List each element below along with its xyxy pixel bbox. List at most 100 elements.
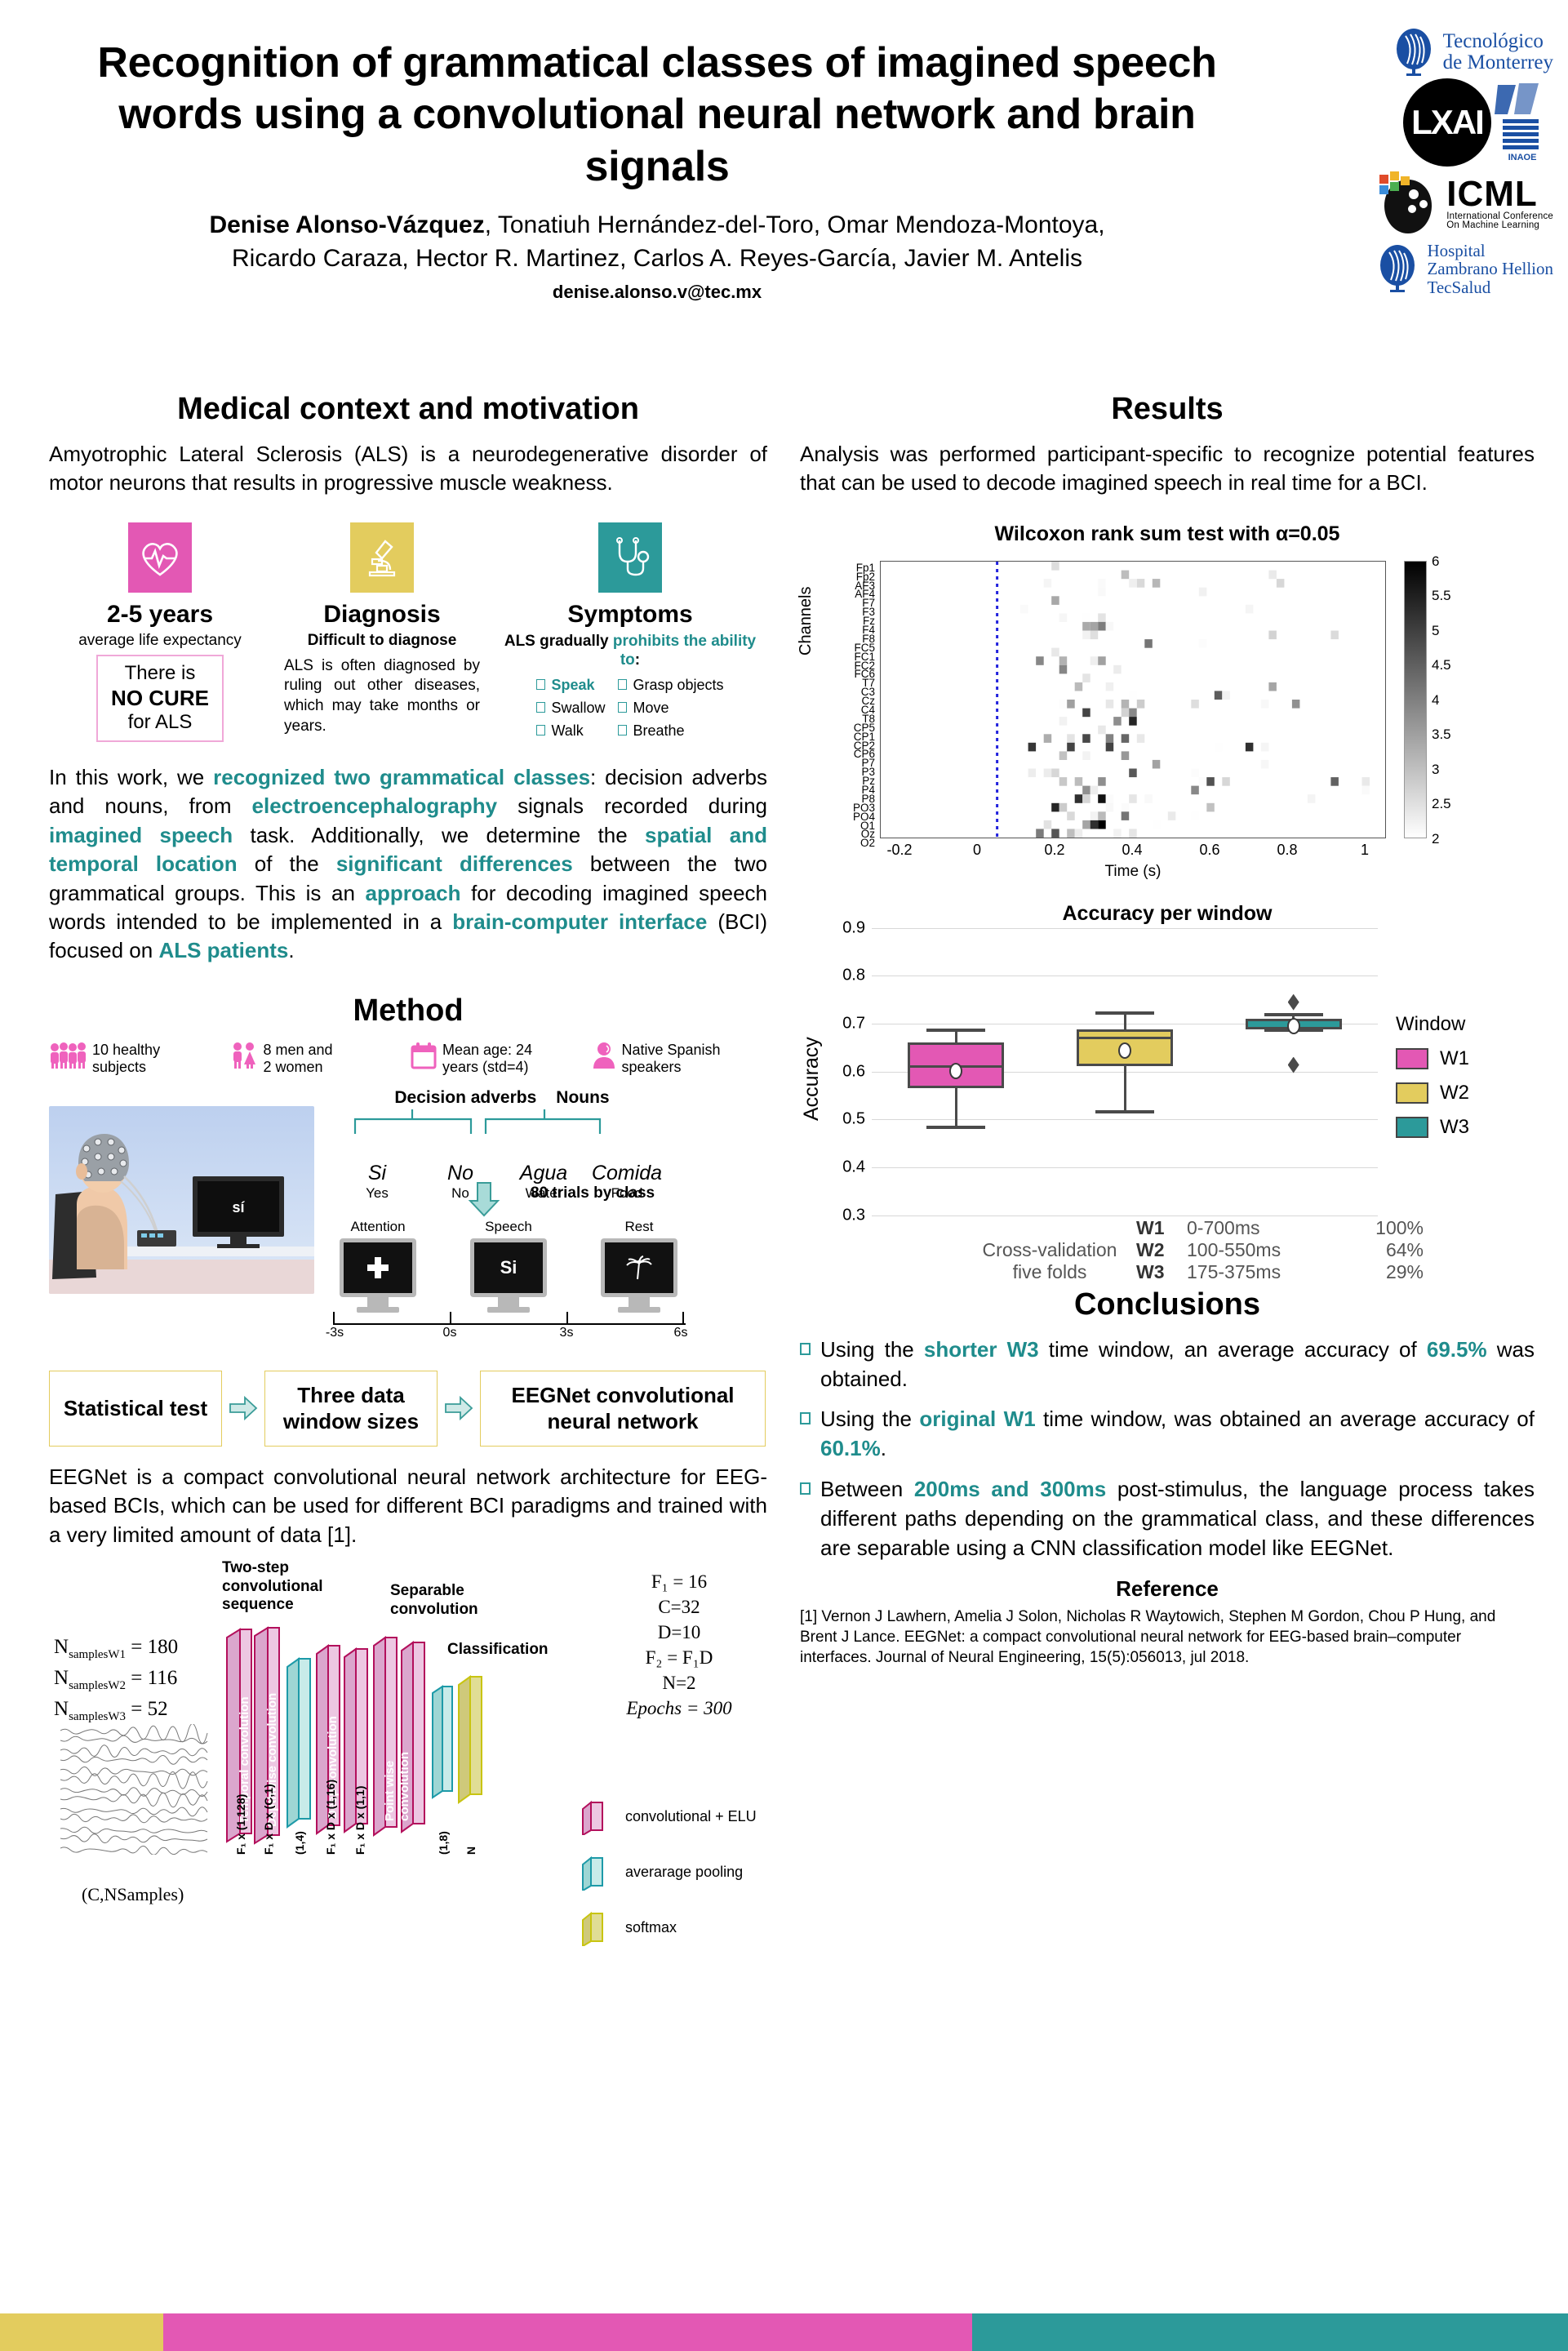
channel-tick: P8 xyxy=(861,792,875,805)
logo-stack: Tecnológico de Monterrey LXAI xyxy=(1284,28,1553,296)
icml-logo: ICML International Conference On Machine… xyxy=(1284,170,1553,237)
heatmap-cell xyxy=(1051,768,1059,777)
word-comida-es: Comida xyxy=(591,1161,663,1184)
flow-step-eegnet: EEGNet convolutional neural network xyxy=(480,1370,766,1447)
channel-tick: Fz xyxy=(863,615,875,628)
work-paragraph: In this work, we recognized two grammati… xyxy=(49,763,767,966)
heatmap-cell xyxy=(1098,561,1106,571)
heatmap-cell xyxy=(1043,578,1052,588)
channel-tick: P7 xyxy=(861,757,875,770)
wp-h2: electroencephalography xyxy=(251,793,498,819)
nsamples-w2-val: = 116 xyxy=(126,1666,178,1689)
gridline xyxy=(872,1215,1378,1216)
wp-h7: brain-computer interface xyxy=(452,909,708,934)
c3-t2: post-stimulus, the language process take… xyxy=(820,1477,1535,1560)
heatmap-cell xyxy=(1090,811,1099,820)
legend-label-w3: W3 xyxy=(1440,1115,1469,1138)
boxplot-figure: Accuracy per window Accuracy 0.9 0.8 0.7 0.… xyxy=(800,902,1535,1282)
heatmap-cell xyxy=(1067,829,1075,838)
wp-t1: In this work, we xyxy=(49,765,214,790)
screen-word-si: sí xyxy=(232,1199,245,1215)
symptoms-list: Speak Grasp objects Swallow Move Walk Br… xyxy=(536,677,724,740)
heatmap-cell xyxy=(1059,613,1068,622)
colorbar-tick: 2 xyxy=(1432,830,1440,847)
heatmap-cells xyxy=(996,561,1370,838)
heatmap-cell xyxy=(1098,656,1106,665)
heatmap-cell xyxy=(1152,578,1161,588)
stat-language-text: Native Spanish speakers xyxy=(622,1042,721,1077)
timeline-axis xyxy=(333,1310,686,1325)
heatmap-cell xyxy=(1206,802,1215,812)
heat-xtick-0: -0.2 xyxy=(886,841,913,858)
icml-mark-icon xyxy=(1379,171,1433,233)
channel-tick: Cz xyxy=(861,695,876,708)
nsamples-w2: NsamplesW2 = 116 xyxy=(54,1666,178,1692)
heatmap-cell xyxy=(1113,664,1122,674)
flow-step-window-sizes: Three data window sizes xyxy=(264,1370,438,1447)
colorbar-tick: 3.5 xyxy=(1432,727,1451,743)
hospital-line3: TecSalud xyxy=(1427,277,1491,297)
heatmap-cell xyxy=(1307,793,1316,803)
heatmap-colorbar xyxy=(1404,560,1427,838)
heartbeat-icon xyxy=(128,522,192,593)
authors-line2: Ricardo Caraza, Hector R. Martinez, Carl… xyxy=(231,244,1082,272)
heartbeat-glyph xyxy=(142,542,178,576)
footer-magenta-band xyxy=(163,2313,972,2351)
group-people-icon xyxy=(51,1042,86,1069)
tec-logo-line2: de Monterrey xyxy=(1442,51,1553,73)
heatmap-cell xyxy=(1121,802,1130,812)
eegnet-architecture-diagram: NsamplesW1 = 180 NsamplesW2 = 116 Nsampl… xyxy=(49,1559,767,2021)
group-label-two-step: Two-step convolutional sequence xyxy=(222,1558,323,1614)
channel-tick: F3 xyxy=(862,606,875,619)
legend-swatch-w3 xyxy=(1396,1116,1428,1138)
stat-age: Mean age: 24 years (std=4) xyxy=(411,1042,587,1077)
heatmap-cell xyxy=(1260,742,1269,752)
hospital-flame-icon xyxy=(1380,245,1415,293)
legend-label-softmax: softmax xyxy=(625,1919,677,1936)
timeline-label-0: -3s xyxy=(325,1325,344,1340)
heatmap-cell xyxy=(1191,811,1199,820)
card2-body: ALS is often diagnosed by ruling out oth… xyxy=(284,656,480,735)
symptom-label: Swallow xyxy=(551,700,606,717)
reference-heading: Reference xyxy=(1116,1575,1219,1601)
gridline xyxy=(872,927,1378,929)
screen-speech: Speech Si xyxy=(464,1219,553,1313)
legend-swatch-w1 xyxy=(1396,1047,1428,1069)
y-tick-label: 0.7 xyxy=(842,1014,865,1033)
y-tick-label: 0.5 xyxy=(842,1109,865,1128)
legend-label-w2: W2 xyxy=(1440,1081,1469,1104)
conclusion-item-3: Between 200ms and 300ms post-stimulus, t… xyxy=(800,1475,1535,1563)
heatmap-cell xyxy=(1067,742,1075,752)
heatmap-cell xyxy=(1268,570,1277,579)
symptom-label: Speak xyxy=(551,677,595,694)
word-comida: Comida Food xyxy=(589,1162,664,1202)
legend-row-w2: W2 xyxy=(1396,1082,1469,1104)
word-class-tree: Decision adverbs Nouns Si Yes No xyxy=(331,1088,673,1202)
window-name-3: W3 xyxy=(1136,1260,1165,1282)
lxai-logo-text: LXAI xyxy=(1411,103,1485,141)
heatmap-cell xyxy=(1245,742,1254,752)
heat-xtick-6: 1 xyxy=(1360,841,1370,858)
heatmap-cell xyxy=(1268,682,1277,691)
heatmap-cell xyxy=(1098,820,1106,829)
monitor-speech: Si xyxy=(470,1238,547,1297)
heatmap-cell xyxy=(1098,776,1106,786)
heatmap-cell xyxy=(1059,751,1068,760)
palm-tree-icon xyxy=(626,1255,652,1279)
heat-xtick-3: 0.4 xyxy=(1122,841,1143,858)
heatmap-cell xyxy=(1214,742,1223,752)
heatmap-cell xyxy=(1098,621,1106,631)
heatmap-cell xyxy=(1129,691,1137,700)
word-agua: Agua Water xyxy=(506,1162,581,1202)
speaker-person-icon xyxy=(593,1042,615,1069)
channel-tick: F8 xyxy=(862,632,875,645)
hospital-line1: Hospital xyxy=(1427,241,1486,260)
heatmap-cell xyxy=(1330,630,1339,639)
nsamples-w3: NsamplesW3 = 52 xyxy=(54,1697,168,1723)
footer-teal-band xyxy=(972,2313,1568,2351)
colorbar-tick: 3 xyxy=(1432,761,1440,777)
heatmap-cell xyxy=(1098,587,1106,597)
heatmap-cell xyxy=(1090,630,1099,639)
heatmap-cell xyxy=(1082,785,1090,794)
channel-tick: O2 xyxy=(860,837,875,850)
